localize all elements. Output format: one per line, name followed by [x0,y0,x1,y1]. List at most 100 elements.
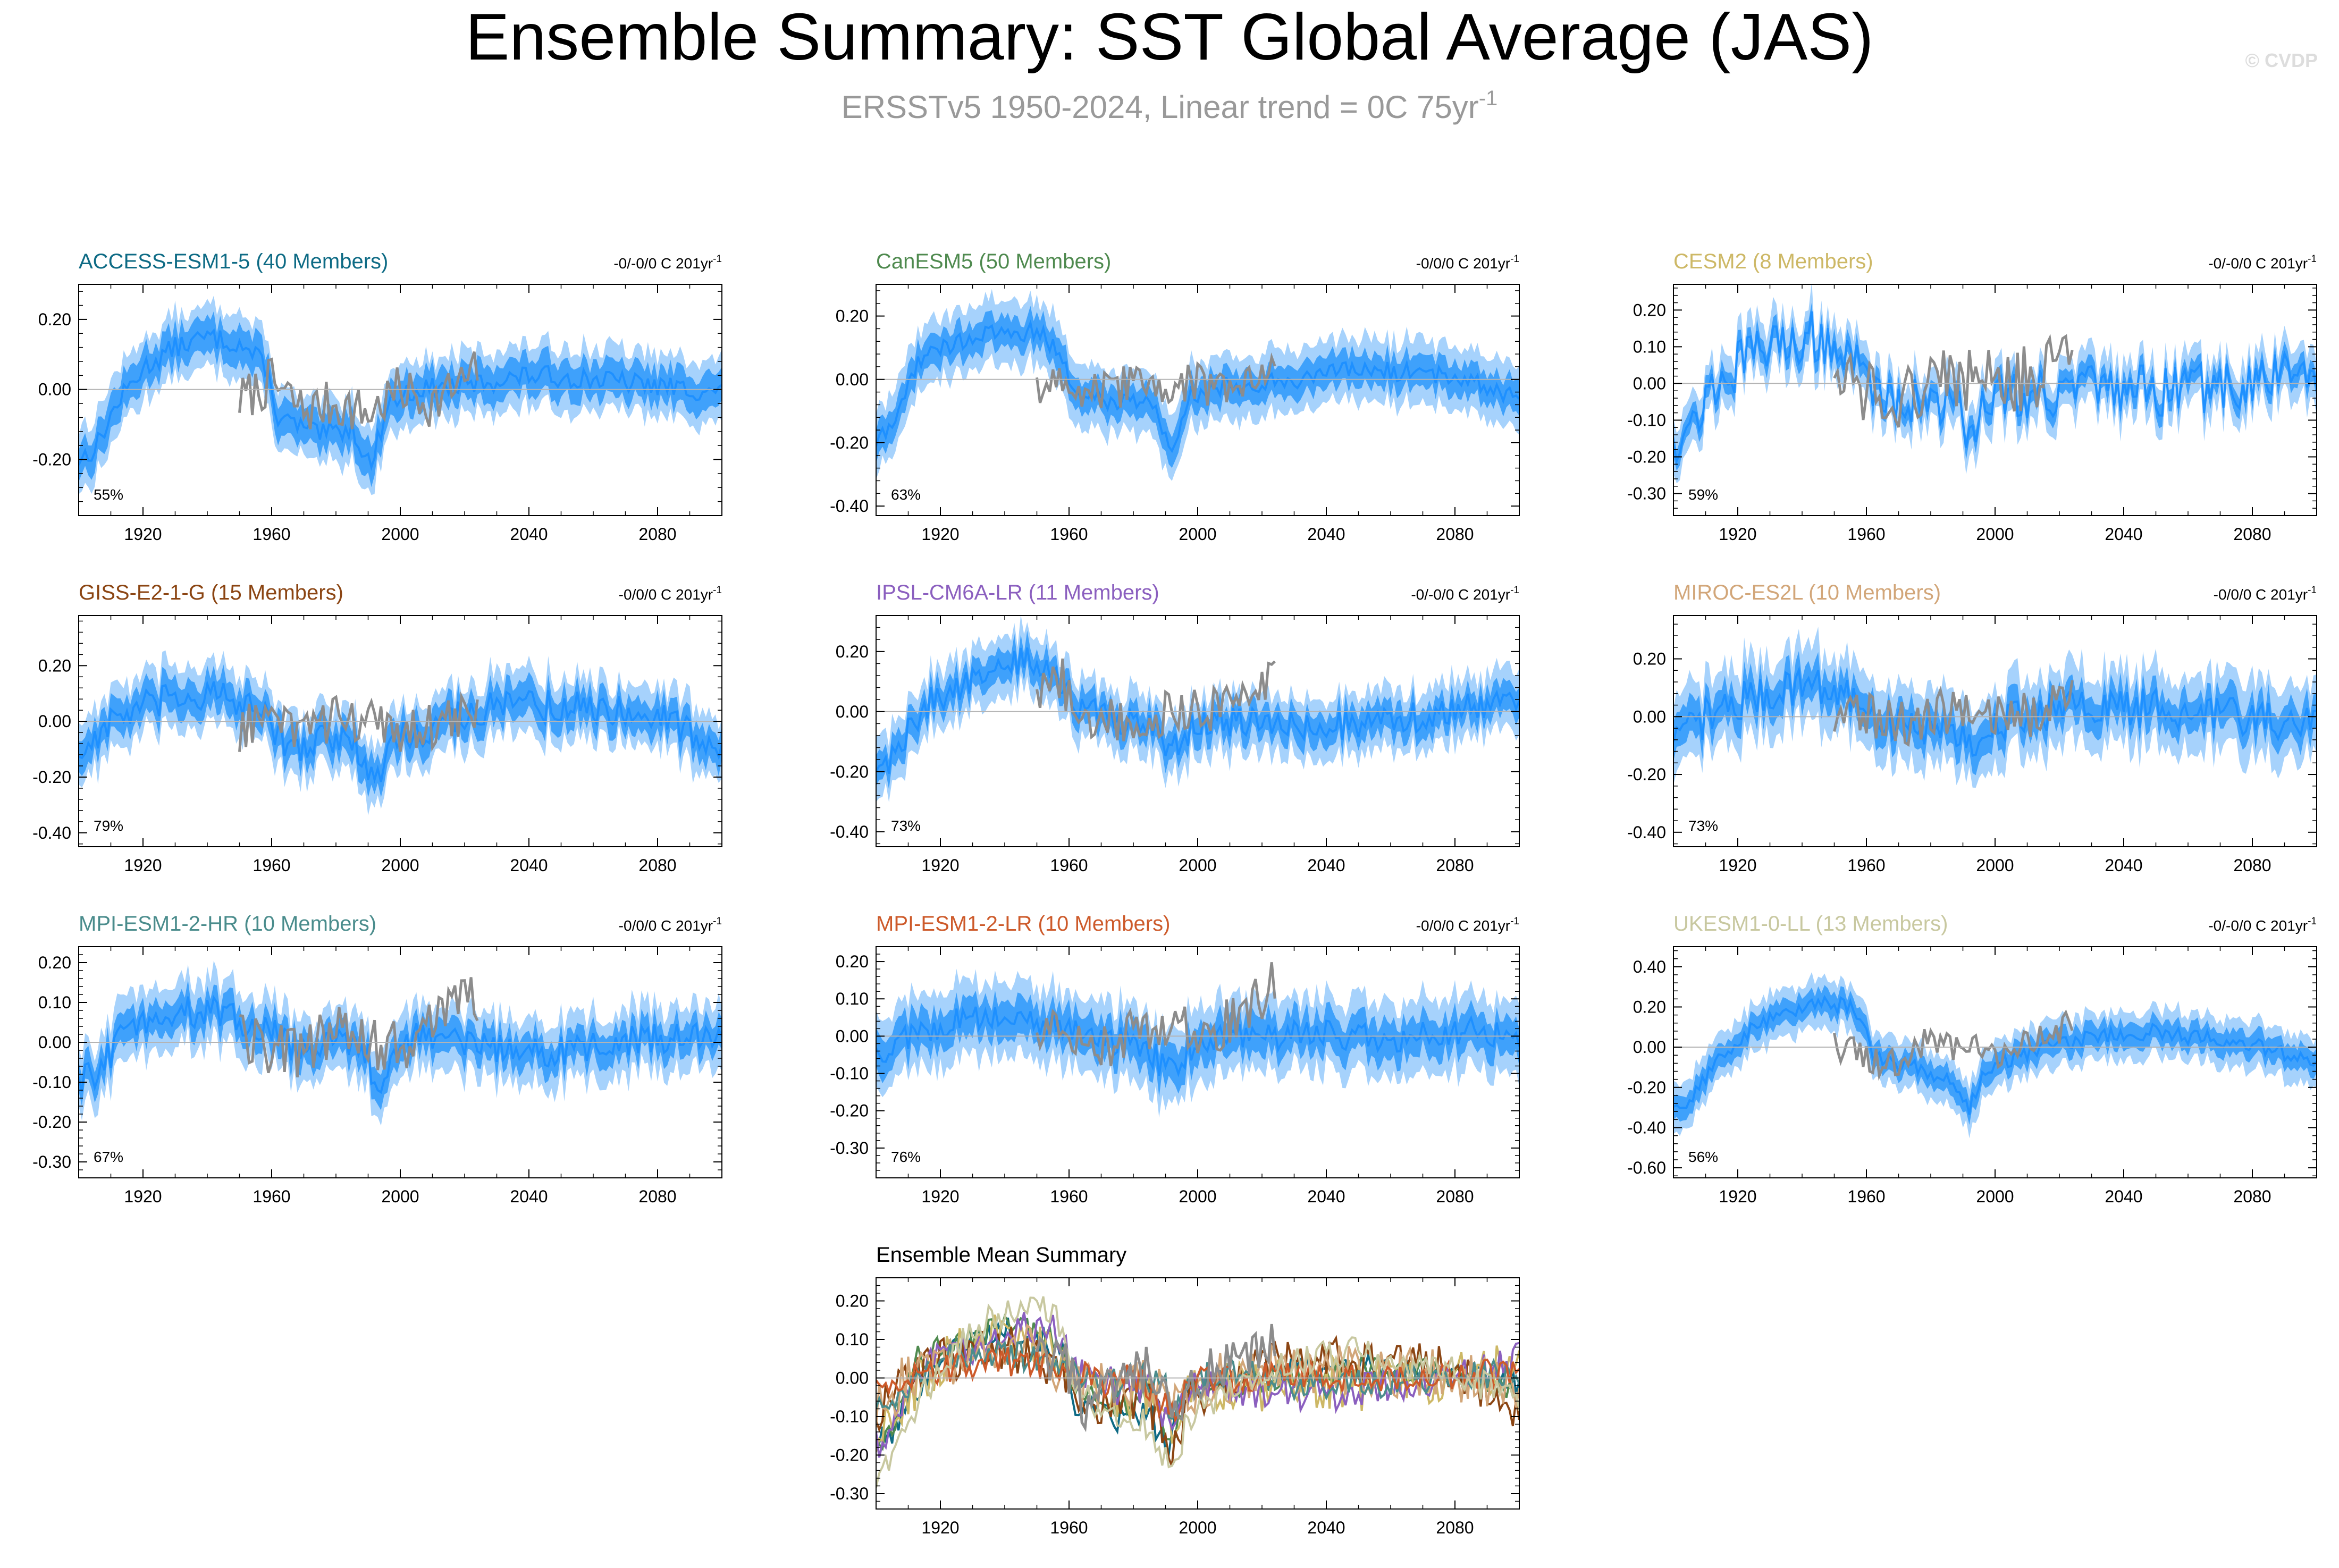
panel-ukesm1-0-ll-observations-line [1833,1009,2074,1081]
panel-ipsl-cm6a-lr-inner-band [876,630,1519,790]
panel-cesm2-ytick-label: -0.30 [1627,484,1666,503]
panel-ukesm1-0-ll-xtick-label: 2000 [1976,1187,2014,1206]
panel-canesm5-xtick-label: 1960 [1050,525,1088,544]
panel-giss-e2-1-g-ytick-label: -0.20 [32,768,71,787]
panel-giss-e2-1-g-inner-band [79,664,722,798]
panel-canesm5-observations-line [1036,352,1276,409]
panel-mpi-esm1-2-lr-trend-label: -0/0/0 C 201yr-1 [1416,916,1519,934]
panel-miroc-es2l-xtick-label: 2080 [2233,856,2271,875]
panel-mpi-esm1-2-hr-ytick-label: 0.20 [38,953,71,972]
panel-giss-e2-1-g-percent-label: 79% [94,817,123,834]
summary-line-ukesm1-0-ll [876,1296,1519,1488]
panel-giss-e2-1-g-trend-label: -0/0/0 C 201yr-1 [619,585,722,603]
panel-cesm2-ytick-label: -0.10 [1627,410,1666,429]
panel-ukesm1-0-ll-plot-area [1673,972,2317,1139]
panel-access-esm1-5-trend-text: -0/-0/0 C 201yr [613,255,713,272]
panel-mpi-esm1-2-hr-observations-line [239,977,479,1077]
panel-mpi-esm1-2-hr-xtick-label: 1920 [124,1187,162,1206]
summary-panel-ytick-label: 0.00 [836,1369,869,1388]
panel-access-esm1-5-ytick-label: 0.20 [38,310,71,329]
panel-ukesm1-0-ll: UKESM1-0-LL (13 Members) -0/-0/0 C 201yr-… [1627,912,2317,1206]
summary-panel-ytick-label: 0.20 [836,1292,869,1311]
panel-ipsl-cm6a-lr-ytick-label: 0.00 [836,702,869,721]
panel-access-esm1-5-xtick-label: 1960 [253,525,290,544]
panel-canesm5-ytick-label: 0.00 [836,370,869,389]
panel-mpi-esm1-2-lr-trend-sup: -1 [1510,916,1519,927]
panel-mpi-esm1-2-hr-ytick-label: -0.20 [32,1112,71,1132]
panel-ukesm1-0-ll-trend-label: -0/-0/0 C 201yr-1 [2208,916,2317,934]
panel-canesm5-xtick-label: 2000 [1179,525,1216,544]
panel-access-esm1-5-plot-area [79,296,722,495]
panel-access-esm1-5-trend-sup: -1 [713,254,722,265]
panel-mpi-esm1-2-lr: MPI-ESM1-2-LR (10 Members) -0/0/0 C 201yr… [830,912,1520,1206]
panel-canesm5-trend-label: -0/0/0 C 201yr-1 [1416,254,1519,272]
panel-giss-e2-1-g-plot-area [79,650,722,815]
panel-miroc-es2l-xtick-label: 1960 [1847,856,1885,875]
panel-ipsl-cm6a-lr-observations-line [1036,658,1276,741]
panel-ipsl-cm6a-lr-percent-label: 73% [891,817,921,834]
panel-giss-e2-1-g-xtick-label: 2000 [381,856,419,875]
panel-mpi-esm1-2-lr-xtick-label: 2080 [1436,1187,1474,1206]
panel-mpi-esm1-2-lr-ytick-label: -0.10 [830,1064,869,1083]
panel-giss-e2-1-g-trend-sup: -1 [713,585,722,596]
panel-ukesm1-0-ll-title: UKESM1-0-LL (13 Members) [1673,912,1948,935]
panel-access-esm1-5-xtick-label: 1920 [124,525,162,544]
panel-access-esm1-5-trend-label: -0/-0/0 C 201yr-1 [613,254,722,272]
panel-access-esm1-5-ensemble-mean-line [79,328,722,471]
summary-panel-xtick-label: 2040 [1307,1518,1345,1537]
panel-miroc-es2l-ytick-label: 0.20 [1633,650,1666,669]
panel-ipsl-cm6a-lr-ytick-label: -0.20 [830,762,869,781]
panel-giss-e2-1-g-title: GISS-E2-1-G (15 Members) [79,581,343,604]
panel-ukesm1-0-ll-xtick-label: 1960 [1847,1187,1885,1206]
panel-miroc-es2l: MIROC-ES2L (10 Members) -0/0/0 C 201yr-1 7… [1627,581,2317,875]
panel-ipsl-cm6a-lr-xtick-label: 1960 [1050,856,1088,875]
panel-cesm2-observations-line [1833,334,2074,428]
panel-ukesm1-0-ll-xtick-label: 1920 [1719,1187,1756,1206]
panel-mpi-esm1-2-lr-plot-area [876,962,1519,1118]
panel-cesm2-percent-label: 59% [1688,486,1718,503]
panel-canesm5-xtick-label: 2080 [1436,525,1474,544]
panel-mpi-esm1-2-hr-plot-area [79,960,722,1126]
panel-ipsl-cm6a-lr-xtick-label: 2080 [1436,856,1474,875]
panel-ipsl-cm6a-lr: IPSL-CM6A-LR (11 Members) -0/-0/0 C 201yr… [830,581,1520,875]
panel-ipsl-cm6a-lr-ytick-label: -0.40 [830,822,869,841]
panel-access-esm1-5-ytick-label: 0.00 [38,380,71,399]
panel-mpi-esm1-2-hr-xtick-label: 2080 [638,1187,676,1206]
panel-mpi-esm1-2-lr-ytick-label: 0.00 [836,1026,869,1046]
panel-ipsl-cm6a-lr-xtick-label: 2040 [1307,856,1345,875]
panel-ukesm1-0-ll-percent-label: 56% [1688,1149,1718,1165]
panel-ipsl-cm6a-lr-trend-text: -0/-0/0 C 201yr [1411,586,1510,603]
panel-ukesm1-0-ll-ytick-label: 0.00 [1633,1038,1666,1057]
panel-mpi-esm1-2-lr-ytick-label: -0.30 [830,1139,869,1158]
summary-panel-xtick-label: 1920 [921,1518,959,1537]
panel-ukesm1-0-ll-xtick-label: 2040 [2105,1187,2142,1206]
panel-mpi-esm1-2-hr-percent-label: 67% [94,1149,123,1165]
panel-mpi-esm1-2-lr-xtick-label: 1960 [1050,1187,1088,1206]
panel-ukesm1-0-ll-ytick-label: -0.20 [1627,1078,1666,1097]
panel-mpi-esm1-2-hr-ensemble-mean-line [79,994,722,1094]
panel-ukesm1-0-ll-ytick-label: -0.40 [1627,1118,1666,1137]
summary-line-observations [1036,1323,1276,1432]
panel-ukesm1-0-ll-ytick-label: 0.40 [1633,957,1666,976]
panel-canesm5-trend-text: -0/0/0 C 201yr [1416,255,1510,272]
panel-mpi-esm1-2-lr-xtick-label: 2040 [1307,1187,1345,1206]
page-subtitle: ERSSTv5 1950-2024, Linear trend = 0C 75y… [842,87,1498,125]
panel-cesm2-ytick-label: 0.00 [1633,374,1666,393]
page-title: Ensemble Summary: SST Global Average (JA… [466,1,1874,74]
panel-giss-e2-1-g-xtick-label: 2040 [510,856,548,875]
panel-canesm5: CanESM5 (50 Members) -0/0/0 C 201yr-1 63% 0… [830,250,1520,544]
summary-panel-ytick-label: -0.30 [830,1484,869,1503]
panel-miroc-es2l-ytick-label: -0.40 [1627,823,1666,842]
panel-miroc-es2l-xtick-label: 2040 [2105,856,2142,875]
panel-mpi-esm1-2-lr-percent-label: 76% [891,1149,921,1165]
panel-giss-e2-1-g-xtick-label: 1920 [124,856,162,875]
panel-access-esm1-5-ytick-label: -0.20 [32,450,71,469]
panel-giss-e2-1-g-ytick-label: 0.20 [38,656,71,675]
panel-cesm2-xtick-label: 2040 [2105,525,2142,544]
panel-mpi-esm1-2-hr-xtick-label: 2040 [510,1187,548,1206]
summary-panel: Ensemble Mean Summary 0.20 0.10 0.00 -0.10 -0… [830,1243,1520,1537]
panel-mpi-esm1-2-hr: MPI-ESM1-2-HR (10 Members) -0/0/0 C 201yr… [32,912,722,1206]
summary-panel-xtick-label: 1960 [1050,1518,1088,1537]
panel-cesm2: CESM2 (8 Members) -0/-0/0 C 201yr-1 59% 0.2… [1627,250,2317,544]
panel-ipsl-cm6a-lr-trend-sup: -1 [1510,585,1519,596]
